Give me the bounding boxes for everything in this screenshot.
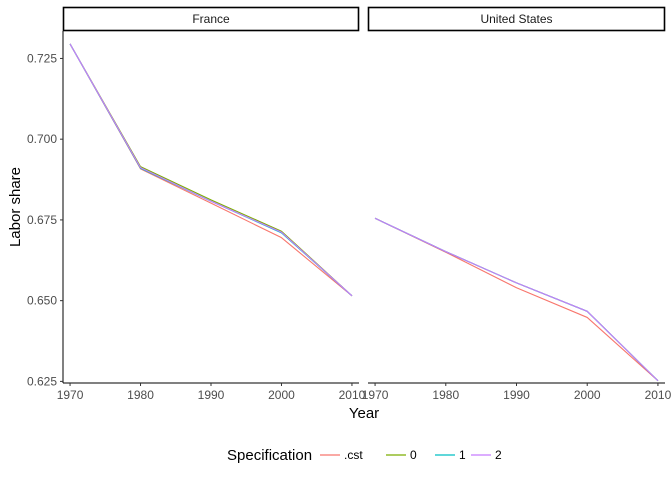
series-line-1 (374, 217, 659, 382)
series-line-2 (374, 217, 659, 382)
facet-strip (62, 6, 360, 32)
x-tick-label: 1970 (57, 388, 84, 402)
x-axis-title: Year (349, 405, 379, 422)
legend-label: 0 (410, 448, 417, 462)
x-tick-label: 2000 (268, 388, 295, 402)
facet-strip (367, 6, 666, 32)
facet-label: France (192, 12, 230, 26)
y-tick-label: 0.625 (27, 374, 57, 388)
y-tick-label: 0.725 (27, 51, 57, 65)
x-tick-label: 1970 (362, 388, 389, 402)
series-line-2 (69, 43, 353, 297)
legend-label: 1 (459, 448, 466, 462)
legend-label: .cst (344, 448, 363, 462)
x-tick-label: 1980 (127, 388, 154, 402)
y-axis-title: Labor share (7, 167, 24, 247)
x-tick-label: 1990 (503, 388, 530, 402)
x-tick-label: 2010 (645, 388, 672, 402)
facet-label: United States (480, 12, 552, 26)
legend-label: 2 (495, 448, 502, 462)
y-tick-label: 0.650 (27, 294, 57, 308)
series-line-dot-cst (374, 217, 659, 382)
x-tick-label: 1980 (432, 388, 459, 402)
legend-title: Specification (227, 447, 312, 464)
series-line-0 (374, 217, 659, 382)
x-tick-label: 2000 (574, 388, 601, 402)
x-tick-label: 1990 (198, 388, 225, 402)
y-tick-label: 0.700 (27, 132, 57, 146)
y-tick-label: 0.675 (27, 213, 57, 227)
x-tick-label: 2010 (339, 388, 366, 402)
